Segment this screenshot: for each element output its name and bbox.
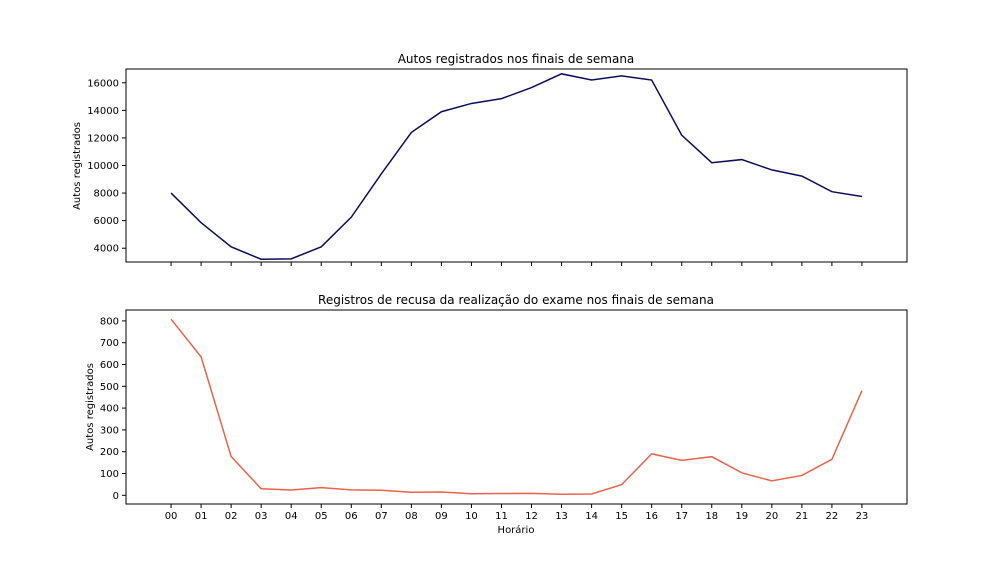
chart-bottom-x-tick-label: 18 [705,511,718,522]
chart-top-y-tick-label: 10000 [87,161,119,172]
chart-bottom-y-tick-label: 300 [100,425,119,436]
chart-top-y-tick-label: 12000 [87,133,119,144]
chart-bottom-y-tick-label: 0 [113,491,119,502]
chart-bottom-x-tick-label: 00 [165,511,178,522]
chart-bottom-x-tick-label: 22 [826,511,839,522]
chart-top-frame [125,68,908,263]
chart-bottom-x-tick-label: 14 [585,511,598,522]
chart-bottom-x-tick-label: 21 [795,511,808,522]
chart-bottom-x-tick-label: 05 [315,511,328,522]
chart-bottom-y-tick-label: 400 [100,404,119,415]
chart-bottom-x-tick-label: 04 [285,511,298,522]
chart-bottom-x-tick-label: 06 [345,511,358,522]
chart-bottom-y-tick-label: 100 [100,469,119,480]
chart-bottom-y-tick-label: 700 [100,338,119,349]
chart-bottom-x-tick-label: 11 [495,511,508,522]
chart-bottom-y-tick-label: 500 [100,382,119,393]
chart-bottom-y-tick-label: 800 [100,316,119,327]
chart-top-series-line [170,73,863,260]
chart-bottom-title: Registros de recusa da realização do exa… [318,293,714,307]
chart-top-y-label: Autos registrados [72,122,83,210]
chart-bottom-x-tick-label: 20 [765,511,778,522]
chart-bottom-x-tick-label: 23 [856,511,869,522]
chart-top-title: Autos registrados nos finais de semana [398,52,635,66]
chart-bottom-y-ticks: 0 100 200 300 400 500 600 700 800 [100,316,126,502]
chart-bottom-x-tick-label: 15 [615,511,628,522]
chart-bottom-x-tick-label: 10 [465,511,478,522]
chart-bottom-series-line [170,318,863,495]
chart-bottom-x-tick-label: 09 [435,511,448,522]
chart-bottom-frame [125,309,908,505]
chart-bottom-x-tick-label: 13 [555,511,568,522]
chart-bottom-y-tick-label: 200 [100,447,119,458]
chart-bottom-x-tick-label: 02 [225,511,238,522]
chart-top-y-tick-label: 6000 [94,216,119,227]
chart-top-y-tick-label: 8000 [94,189,119,200]
chart-top-y-ticks: 4000 6000 8000 10000 12000 14000 16000 [87,78,126,255]
chart-bottom-x-ticks: 00 01 02 03 04 05 06 07 08 09 10 11 12 13 14 15 16 17 18 19… [165,504,869,522]
chart-top-y-tick-label: 4000 [94,244,119,255]
chart-bottom-x-tick-label: 17 [675,511,688,522]
chart-bottom-x-label: Horário [498,524,535,536]
chart-bottom: Registros de recusa da realização do exa… [85,293,908,536]
chart-bottom-x-tick-label: 01 [195,511,208,522]
chart-bottom-y-label: Autos registrados [85,363,96,451]
chart-bottom-x-tick-label: 19 [735,511,748,522]
chart-bottom-x-tick-label: 08 [405,511,418,522]
chart-bottom-x-tick-label: 16 [645,511,658,522]
chart-top-y-tick-label: 14000 [87,106,119,117]
chart-bottom-x-tick-label: 07 [375,511,388,522]
chart-top-x-ticks [170,262,863,266]
chart-top: Autos registrados nos finais de semana 4… [72,52,908,266]
chart-bottom-x-tick-label: 03 [255,511,268,522]
chart-top-y-tick-label: 16000 [87,78,119,89]
chart-bottom-y-tick-label: 600 [100,360,119,371]
chart-bottom-x-tick-label: 12 [525,511,538,522]
